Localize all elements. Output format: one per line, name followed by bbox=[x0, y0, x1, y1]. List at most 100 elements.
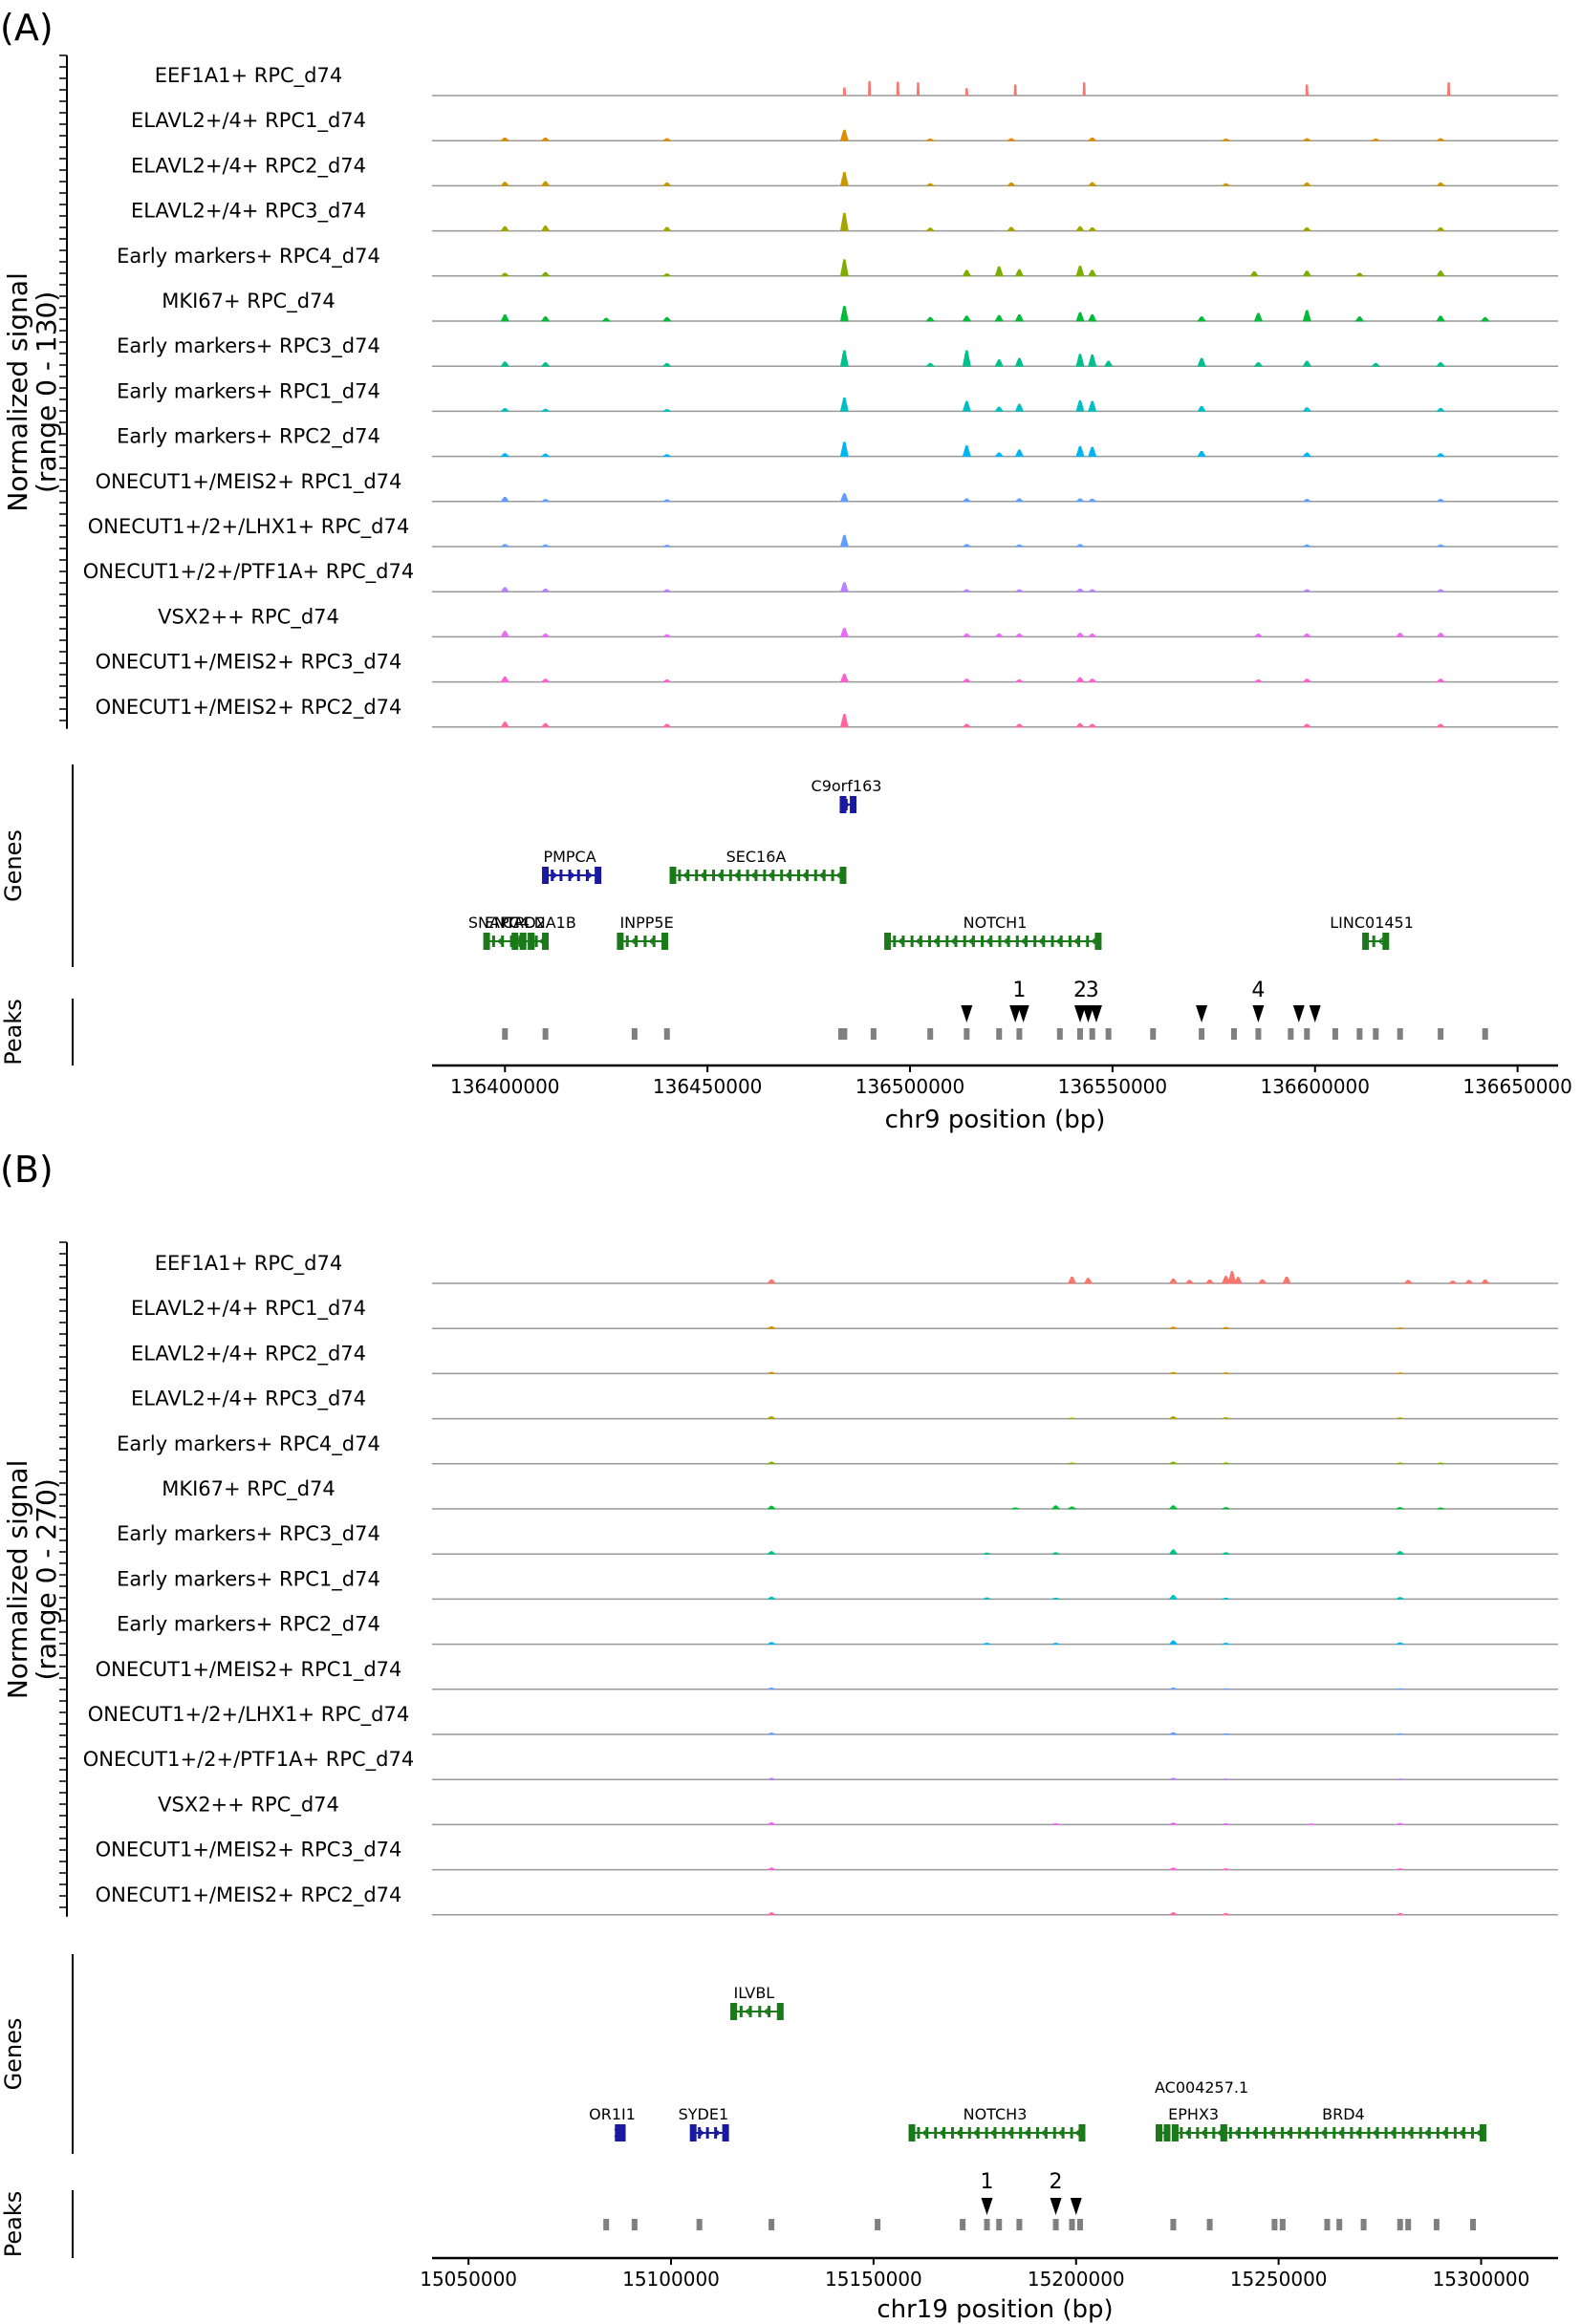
gene-strand-arrow bbox=[1320, 2128, 1327, 2138]
signal-peak bbox=[767, 1371, 776, 1374]
gene-exon bbox=[730, 2003, 738, 2020]
gene-exon bbox=[1341, 2127, 1345, 2139]
gene-label: NOTCH3 bbox=[964, 2105, 1028, 2123]
gene-label: BRD4 bbox=[1322, 2105, 1365, 2123]
gene-exon bbox=[763, 870, 767, 881]
peak-region bbox=[1016, 1028, 1023, 1040]
signal-peak bbox=[1074, 498, 1086, 503]
gene-exon bbox=[712, 870, 715, 881]
signal-peak bbox=[1067, 1276, 1077, 1284]
track-label: Early markers+ RPC4_d74 bbox=[117, 1432, 380, 1456]
signal-axis-label: Normalized signal bbox=[2, 272, 33, 512]
signal-peak bbox=[1233, 1277, 1243, 1284]
signal-peak bbox=[1301, 499, 1312, 503]
track-label: MKI67+ RPC_d74 bbox=[162, 290, 336, 313]
peak-region bbox=[1482, 1028, 1488, 1040]
gene-exon bbox=[1068, 936, 1072, 947]
gene-exon bbox=[754, 870, 758, 881]
track: ELAVL2+/4+ RPC1_d74 bbox=[131, 1297, 1558, 1329]
track-label: Early markers+ RPC3_d74 bbox=[117, 1522, 380, 1546]
x-axis-label: chr9 position (bp) bbox=[885, 1106, 1106, 1134]
signal-peak bbox=[766, 1551, 777, 1555]
x-tick-label: 136550000 bbox=[1058, 1075, 1168, 1098]
gene-strand-arrow bbox=[569, 871, 575, 880]
signal-peak bbox=[1007, 226, 1016, 232]
gene-exon bbox=[1401, 2127, 1405, 2139]
signal-peak bbox=[1169, 1326, 1178, 1329]
signal-peak bbox=[1168, 1505, 1179, 1510]
peak-region bbox=[663, 1028, 670, 1040]
peak-region bbox=[927, 1028, 934, 1040]
gene-strand-arrow bbox=[921, 2128, 928, 2138]
gene-exon bbox=[542, 933, 550, 950]
gene-strand-arrow bbox=[551, 871, 558, 880]
gene-exon bbox=[1427, 2127, 1431, 2139]
gene-strand-arrow bbox=[972, 2128, 980, 2138]
peak-arrow bbox=[1090, 1005, 1102, 1022]
signal-peak bbox=[839, 350, 849, 367]
signal-peak bbox=[500, 721, 509, 728]
signal-peak bbox=[1013, 544, 1025, 548]
track: VSX2++ RPC_d74 bbox=[158, 1793, 1558, 1826]
peak-region bbox=[870, 1028, 877, 1040]
signal-peak bbox=[1396, 1462, 1404, 1465]
track: MKI67+ RPC_d74 bbox=[162, 1477, 1558, 1510]
peak-region bbox=[960, 2219, 966, 2230]
gene-label: C9orf163 bbox=[812, 777, 882, 795]
gene-exon bbox=[1410, 2127, 1414, 2139]
signal-peak bbox=[1083, 1278, 1094, 1284]
peak-region bbox=[1271, 2219, 1278, 2230]
signal-peak bbox=[1371, 362, 1381, 367]
signal-peak bbox=[839, 534, 849, 548]
gene-exon bbox=[1033, 936, 1037, 947]
signal-peak bbox=[1067, 1506, 1077, 1510]
track: ONECUT1+/MEIS2+ RPC1_d74 bbox=[96, 1658, 1558, 1690]
gene-exon bbox=[559, 870, 563, 881]
gene-model bbox=[1362, 933, 1390, 950]
gene-model bbox=[908, 2124, 1086, 2141]
gene-exon bbox=[1163, 2124, 1171, 2141]
gene-strand-arrow bbox=[750, 871, 758, 880]
gene-exon bbox=[839, 796, 847, 813]
peak-region bbox=[837, 1028, 844, 1040]
gene-exon bbox=[551, 870, 554, 881]
signal-peak bbox=[1480, 316, 1490, 322]
gene-label: SEC16A bbox=[726, 848, 787, 866]
gene-strand-arrow bbox=[1038, 936, 1045, 946]
gene-exon bbox=[1059, 936, 1063, 947]
signal-peak bbox=[1302, 226, 1312, 232]
peak-region bbox=[1397, 1028, 1403, 1040]
panel-b: (B) Normalized signal(range 0 - 270) EEF1A… bbox=[0, 1149, 1558, 2324]
signal-peak bbox=[1227, 1271, 1237, 1284]
signal-peak bbox=[962, 315, 972, 322]
gene-exon bbox=[1212, 2127, 1216, 2139]
signal-peak bbox=[839, 441, 849, 458]
gene-strand-arrow bbox=[768, 871, 774, 880]
gene-strand-arrow bbox=[716, 871, 724, 880]
signal-peak bbox=[1257, 1279, 1267, 1284]
peak-region bbox=[1231, 1028, 1238, 1040]
signal-peak bbox=[1075, 633, 1085, 637]
signal-peak bbox=[925, 227, 936, 232]
peaks-label: Peaks bbox=[0, 2191, 27, 2258]
signal-peak bbox=[994, 634, 1005, 637]
signal-peak bbox=[1088, 446, 1097, 458]
signal-peak bbox=[1168, 1278, 1179, 1284]
signal-peak bbox=[1068, 1417, 1076, 1419]
signal-peak bbox=[1169, 1777, 1178, 1780]
signal-peak bbox=[839, 259, 849, 277]
gene-exon bbox=[746, 870, 749, 881]
peak-arrow bbox=[1196, 1005, 1208, 1022]
gene-strand-arrow bbox=[1354, 2128, 1361, 2138]
signal-peak bbox=[1302, 634, 1312, 637]
signal-peak bbox=[1204, 1280, 1215, 1284]
gene-exon bbox=[959, 2127, 963, 2139]
track: Early markers+ RPC1_d74 bbox=[117, 379, 1558, 413]
gene-strand-arrow bbox=[1200, 2128, 1207, 2138]
signal-peak bbox=[1436, 633, 1445, 637]
signal-peak bbox=[983, 1552, 991, 1555]
signal-peak bbox=[1480, 1280, 1490, 1284]
gene-exon bbox=[643, 936, 647, 947]
gene-label: CACNA1B bbox=[503, 914, 576, 932]
